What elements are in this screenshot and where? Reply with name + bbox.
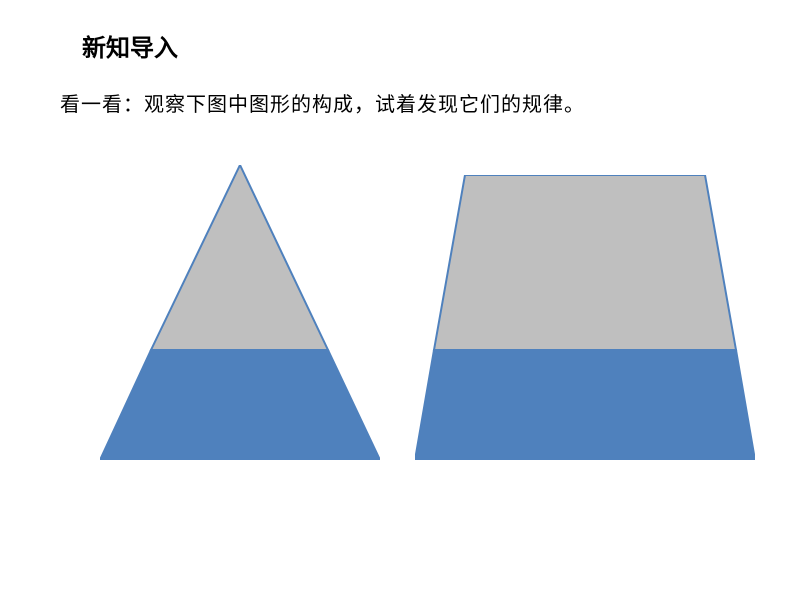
trapezoid-shape	[415, 175, 755, 460]
triangle-shape	[100, 165, 380, 460]
shapes-container	[0, 165, 794, 545]
instruction-text: 看一看：观察下图中图形的构成，试着发现它们的规律。	[60, 88, 585, 117]
page-title: 新知导入	[82, 28, 178, 63]
